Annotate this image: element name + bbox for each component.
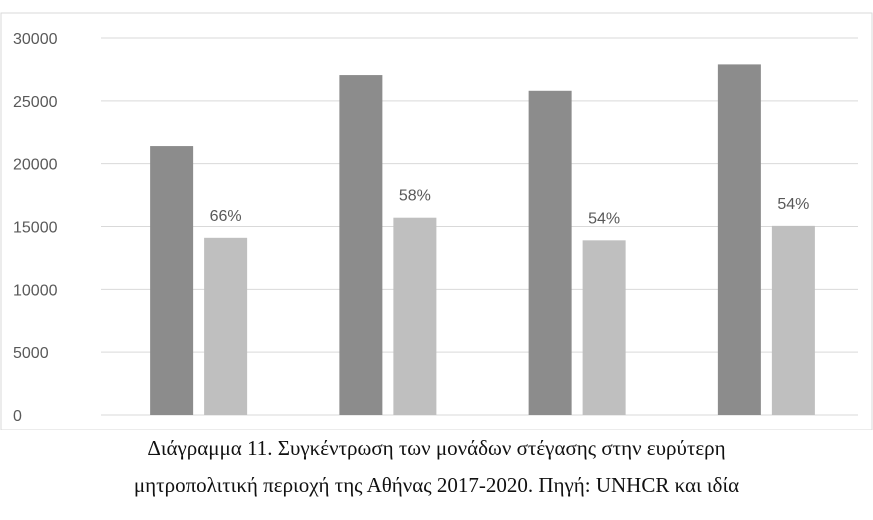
y-tick-label: 30000 bbox=[13, 31, 58, 48]
y-tick-label: 5000 bbox=[13, 345, 49, 362]
chart-frame bbox=[0, 12, 873, 430]
bar-series2 bbox=[393, 217, 437, 415]
data-label: 54% bbox=[777, 196, 809, 213]
bar-series1 bbox=[339, 75, 383, 416]
bar-series2 bbox=[771, 225, 815, 415]
caption-line-1: Διάγραμμα 11. Συγκέντρωση των μονάδων στ… bbox=[147, 436, 726, 460]
bar-series2 bbox=[204, 237, 248, 415]
figure-caption: Διάγραμμα 11. Συγκέντρωση των μονάδων στ… bbox=[0, 430, 873, 504]
y-tick-label: 25000 bbox=[13, 94, 58, 111]
chart-area: 0 5000 10000 15000 20000 25000 30000 66% 58% 54% 5… bbox=[0, 12, 873, 430]
data-label: 54% bbox=[588, 210, 620, 227]
bar-series1 bbox=[528, 90, 572, 415]
bar-chart: 0 5000 10000 15000 20000 25000 30000 66% 58% 54% 5… bbox=[0, 12, 873, 430]
y-tick-label: 0 bbox=[13, 408, 22, 425]
bar-series1 bbox=[717, 64, 761, 415]
y-tick-label: 10000 bbox=[13, 282, 58, 299]
bar-series2 bbox=[582, 240, 626, 415]
y-tick-label: 15000 bbox=[13, 220, 58, 237]
y-tick-label: 20000 bbox=[13, 157, 58, 174]
data-label: 66% bbox=[210, 208, 242, 225]
bar-series1 bbox=[150, 146, 194, 415]
caption-line-2: μητροπολιτική περιοχή της Αθήνας 2017-20… bbox=[133, 473, 740, 497]
data-label: 58% bbox=[399, 188, 431, 205]
